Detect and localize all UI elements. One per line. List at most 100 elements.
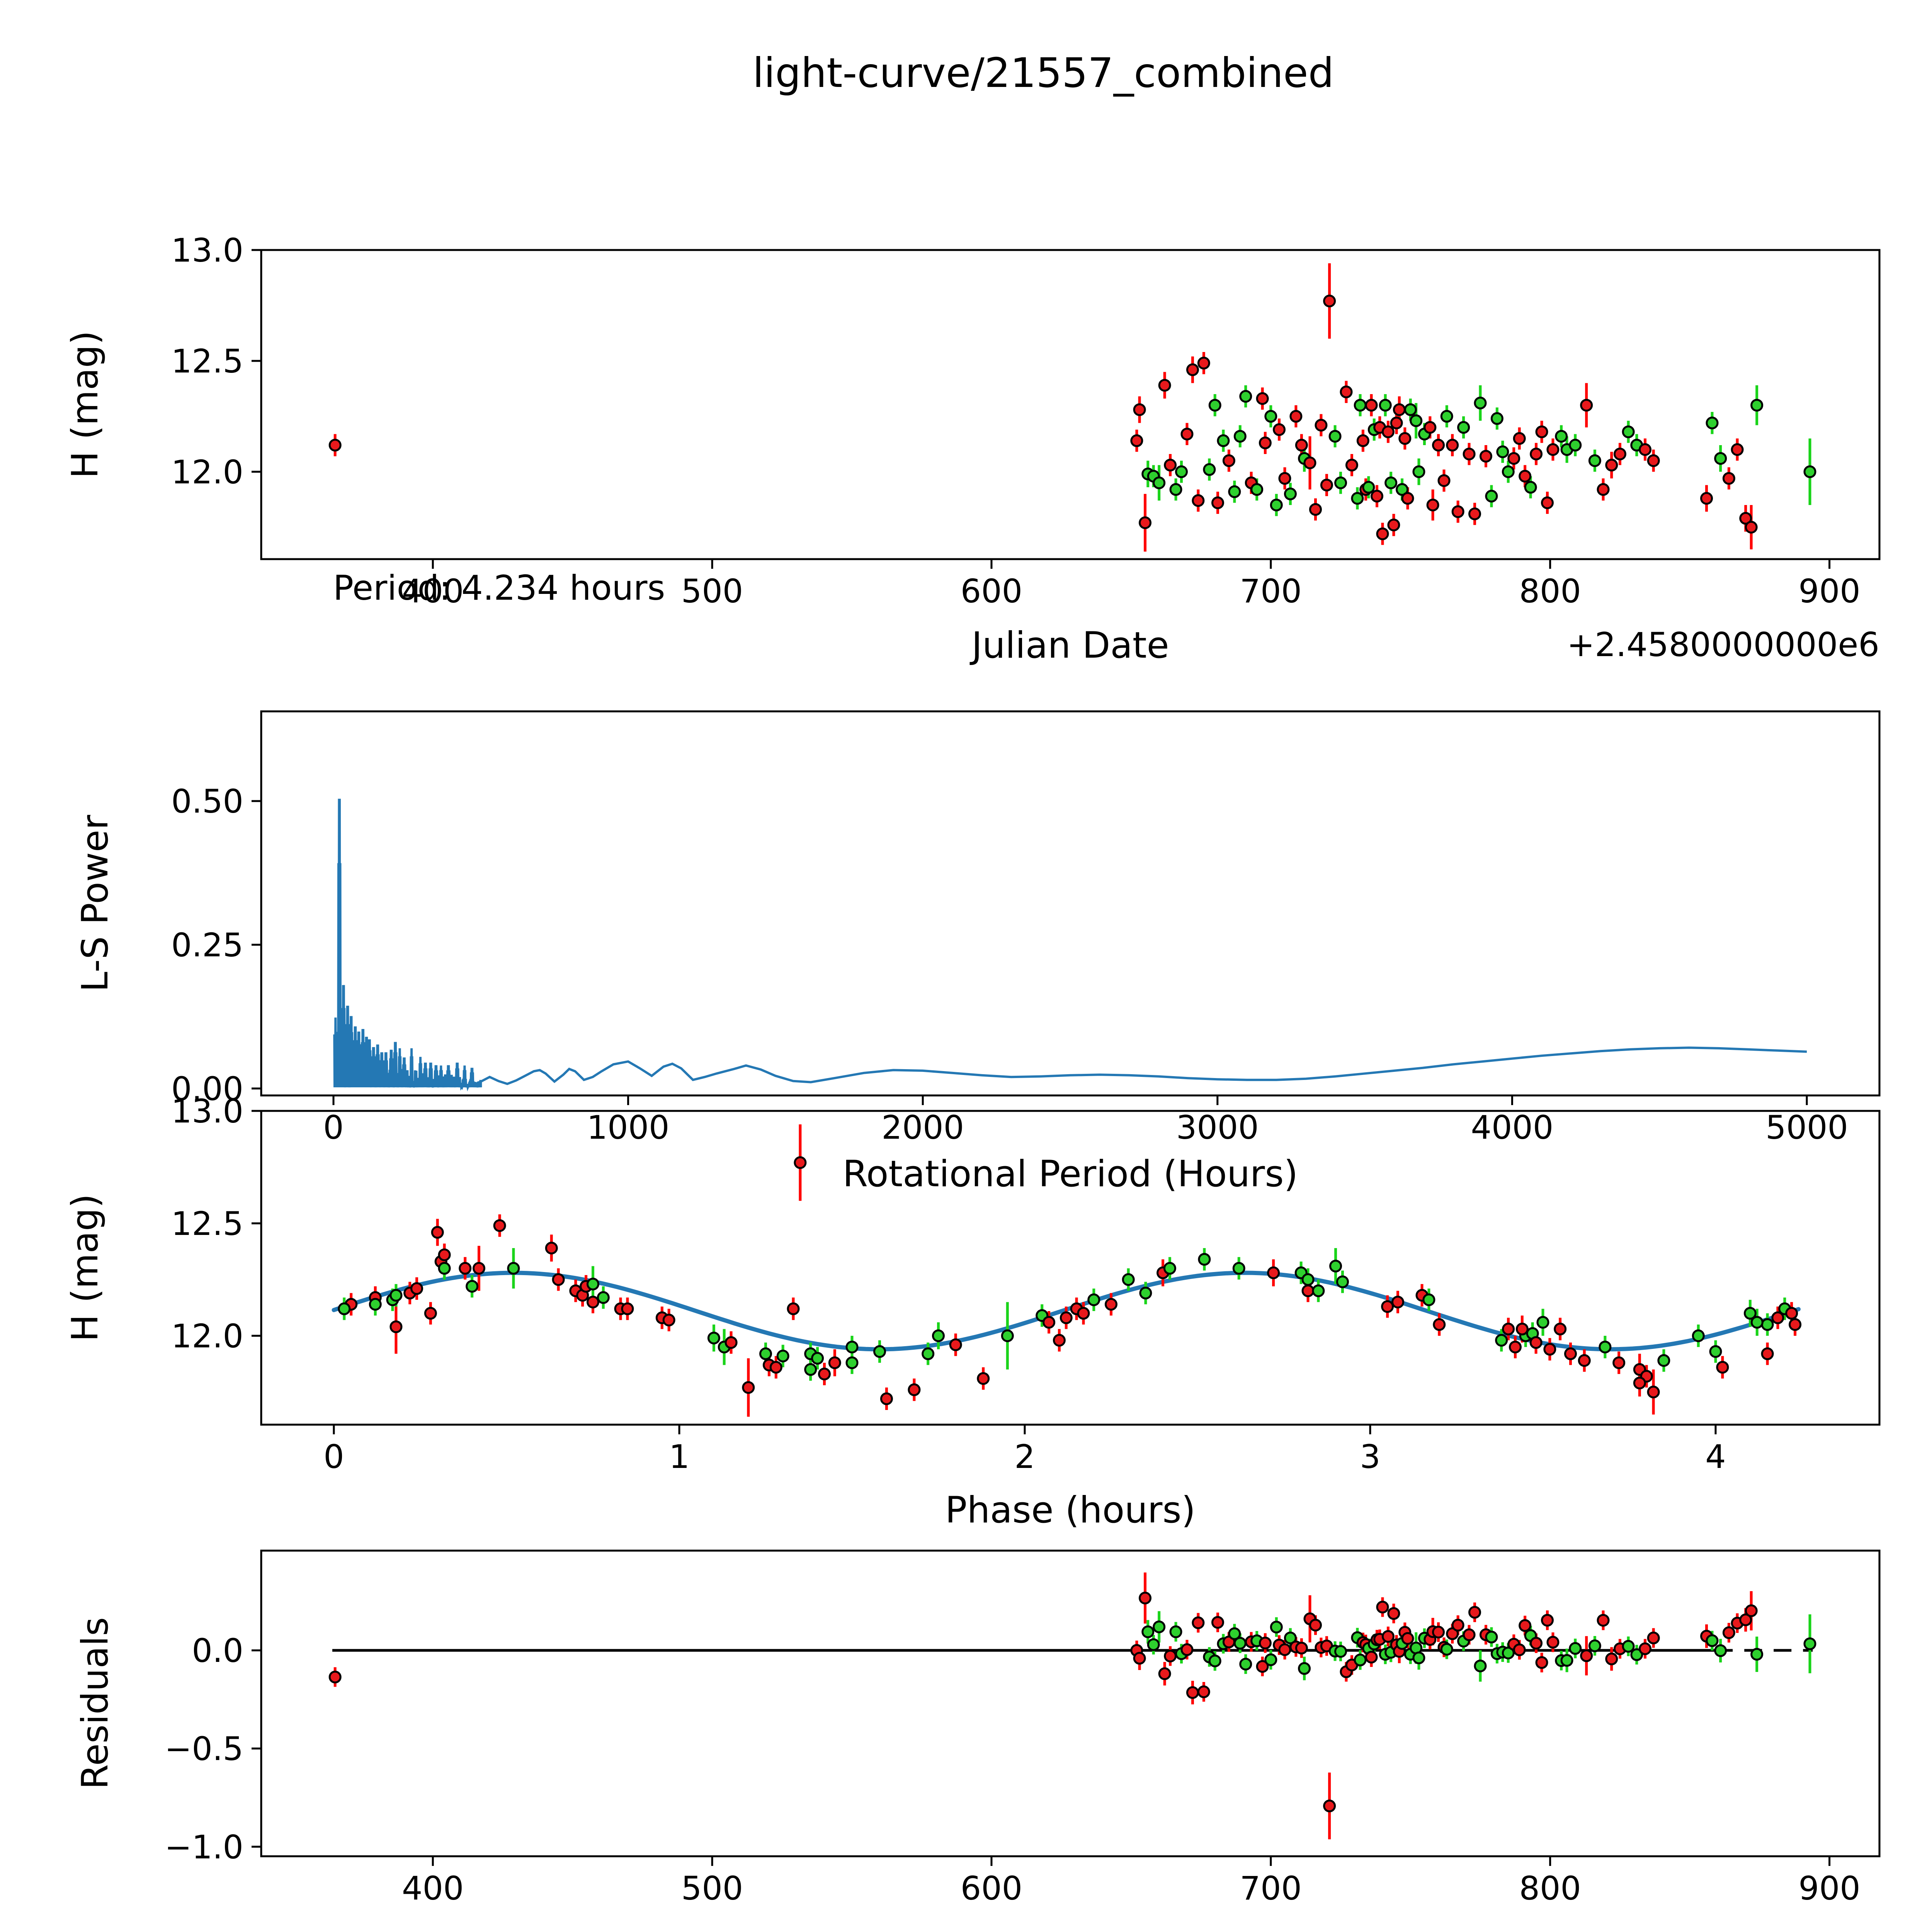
data-point (552, 1273, 565, 1286)
data-point (438, 1262, 451, 1275)
data-point (1401, 1632, 1414, 1645)
data-point (472, 1262, 485, 1275)
data-point (493, 1219, 506, 1232)
top-light-curve-panel: 400 500 600 700 800 900 13.0 12.5 12.0 (171, 231, 1881, 610)
data-point (1217, 434, 1230, 447)
data-point (1495, 1334, 1508, 1347)
data-point (828, 1356, 841, 1369)
data-point (1384, 476, 1398, 490)
data-point (1502, 1323, 1515, 1336)
data-point (1761, 1318, 1774, 1331)
data-point (724, 1336, 738, 1349)
data-point (1543, 1343, 1556, 1356)
y-tick-label: 0.25 (171, 926, 243, 964)
x-tick-label: 500 (681, 572, 743, 610)
data-point (338, 1302, 351, 1315)
axes-spines (260, 1110, 1881, 1426)
data-point (811, 1352, 824, 1365)
periodogram-line (333, 799, 1807, 1092)
data-point (1139, 516, 1152, 529)
data-point (1232, 1262, 1245, 1275)
data-point (1270, 1621, 1283, 1634)
data-point (1446, 1627, 1459, 1640)
data-point (1329, 1260, 1342, 1273)
data-point (1530, 1637, 1543, 1650)
y-tick-label: 12.5 (171, 342, 243, 380)
data-point (949, 1338, 962, 1351)
data-point (1153, 476, 1166, 490)
data-point (1803, 1637, 1816, 1650)
data-point (1256, 1660, 1269, 1673)
data-point (1175, 465, 1188, 478)
data-point (1612, 1356, 1626, 1369)
data-point (880, 1392, 893, 1405)
data-point (1328, 430, 1342, 443)
x-tick-label: 700 (1240, 572, 1302, 610)
x-tick-label: 0 (323, 1438, 344, 1476)
data-point (1426, 498, 1439, 512)
y-tick-label: 0.0 (192, 1632, 243, 1670)
data-point (845, 1356, 859, 1369)
data-point (1440, 1643, 1453, 1656)
data-point (1211, 1616, 1224, 1629)
data-point (1451, 1619, 1464, 1632)
data-point (1479, 450, 1492, 463)
data-point (1295, 1641, 1308, 1655)
data-point (431, 1226, 444, 1239)
data-point (1180, 1643, 1194, 1656)
data-point (1639, 1642, 1652, 1655)
data-point (1433, 1318, 1446, 1331)
data-point (459, 1262, 472, 1275)
data-point (1745, 1604, 1758, 1617)
data-point (742, 1381, 755, 1394)
error-bars (333, 1572, 1811, 1840)
data-point (1303, 456, 1316, 469)
x-tick-label: 400 (402, 1869, 464, 1907)
data-point (1529, 1336, 1543, 1349)
data-point (1423, 421, 1437, 434)
data-point (1298, 1662, 1311, 1675)
data-point (1239, 390, 1252, 403)
data-point (1451, 505, 1464, 518)
data-point (1001, 1329, 1014, 1342)
data-point (587, 1277, 600, 1291)
data-point (1139, 1286, 1152, 1299)
data-points (338, 1156, 1802, 1405)
data-point (424, 1307, 437, 1320)
data-point (1169, 483, 1182, 496)
data-point (1440, 410, 1453, 423)
data-point (1745, 520, 1758, 534)
data-point (1633, 1376, 1646, 1389)
periodogram-panel: 0 1000 2000 3000 4000 5000 0.50 0.25 0.00 (171, 710, 1881, 1146)
data-point (1043, 1316, 1056, 1329)
data-point (1197, 357, 1210, 370)
data-point (776, 1349, 789, 1362)
x-tick-label: 1 (669, 1438, 689, 1476)
data-point (1639, 443, 1652, 456)
data-point (1569, 439, 1582, 452)
x-tick-label: 900 (1798, 1869, 1860, 1907)
data-point (1371, 490, 1384, 503)
data-point (1390, 417, 1403, 430)
data-point (1437, 474, 1451, 487)
data-point (1273, 423, 1286, 436)
y-tick-label: −0.5 (165, 1730, 243, 1768)
data-point (1530, 447, 1543, 461)
data-point (1365, 1651, 1378, 1664)
data-point (1077, 1307, 1090, 1320)
data-point (1270, 498, 1283, 512)
data-point (1365, 399, 1378, 412)
data-point (1446, 439, 1459, 452)
data-point (1647, 1631, 1660, 1645)
data-point (1546, 443, 1560, 456)
data-point (1541, 496, 1554, 509)
data-point (1700, 492, 1713, 505)
data-point (759, 1347, 772, 1361)
data-point (1580, 399, 1593, 412)
data-point (1264, 1653, 1277, 1666)
y-tick-label: 12.0 (171, 453, 243, 491)
data-point (1509, 1340, 1522, 1354)
x-tick-label: 2 (1014, 1438, 1035, 1476)
data-point (1546, 1636, 1560, 1649)
data-point (1180, 427, 1194, 440)
